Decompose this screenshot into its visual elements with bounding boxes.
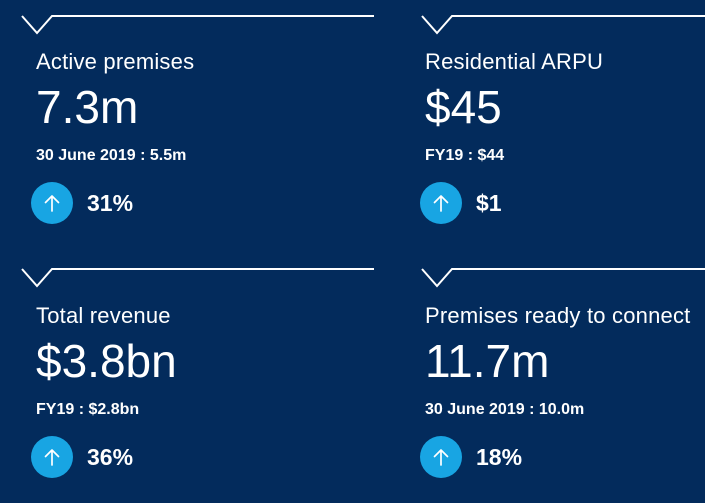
kpi-card-residential-arpu: Residential ARPU $45 FY19 : $44 $1: [420, 48, 705, 225]
kpi-card-premises-ready-to-connect: Premises ready to connect 11.7m 30 June …: [420, 302, 705, 479]
chevron-down-rule: [21, 268, 374, 288]
kpi-prior-value: 30 June 2019 : 5.5m: [36, 147, 187, 165]
kpi-value: 11.7m: [425, 334, 550, 387]
kpi-delta-row: 18%: [420, 436, 705, 479]
kpi-value: $3.8bn: [36, 334, 177, 387]
kpi-prior-value: FY19 : $2.8bn: [36, 401, 140, 419]
kpi-value: 7.3m: [36, 80, 139, 133]
chevron-down-rule: [421, 15, 705, 35]
kpi-delta: 18%: [476, 443, 523, 470]
up-arrow-icon: [420, 436, 462, 479]
kpi-card-total-revenue: Total revenue $3.8bn FY19 : $2.8bn 36%: [31, 302, 381, 479]
up-arrow-icon: [31, 436, 73, 479]
kpi-delta-row: 31%: [31, 182, 381, 225]
kpi-delta: $1: [476, 189, 502, 216]
kpi-card-active-premises: Active premises 7.3m 30 June 2019 : 5.5m…: [31, 48, 381, 225]
chevron-down-rule: [421, 268, 705, 288]
kpi-delta-row: 36%: [31, 436, 381, 479]
kpi-prior-value: FY19 : $44: [425, 147, 505, 165]
kpi-label: Premises ready to connect: [425, 303, 691, 328]
kpi-delta-row: $1: [420, 182, 705, 225]
kpi-label: Residential ARPU: [425, 49, 604, 74]
up-arrow-icon: [31, 182, 73, 225]
kpi-delta: 36%: [87, 443, 134, 470]
up-arrow-icon: [420, 182, 462, 225]
kpi-prior-value: 30 June 2019 : 10.0m: [425, 401, 585, 419]
kpi-label: Total revenue: [36, 303, 171, 328]
chevron-down-rule: [21, 15, 374, 35]
kpi-delta: 31%: [87, 189, 134, 216]
kpi-value: $45: [425, 80, 502, 133]
kpi-label: Active premises: [36, 49, 195, 74]
